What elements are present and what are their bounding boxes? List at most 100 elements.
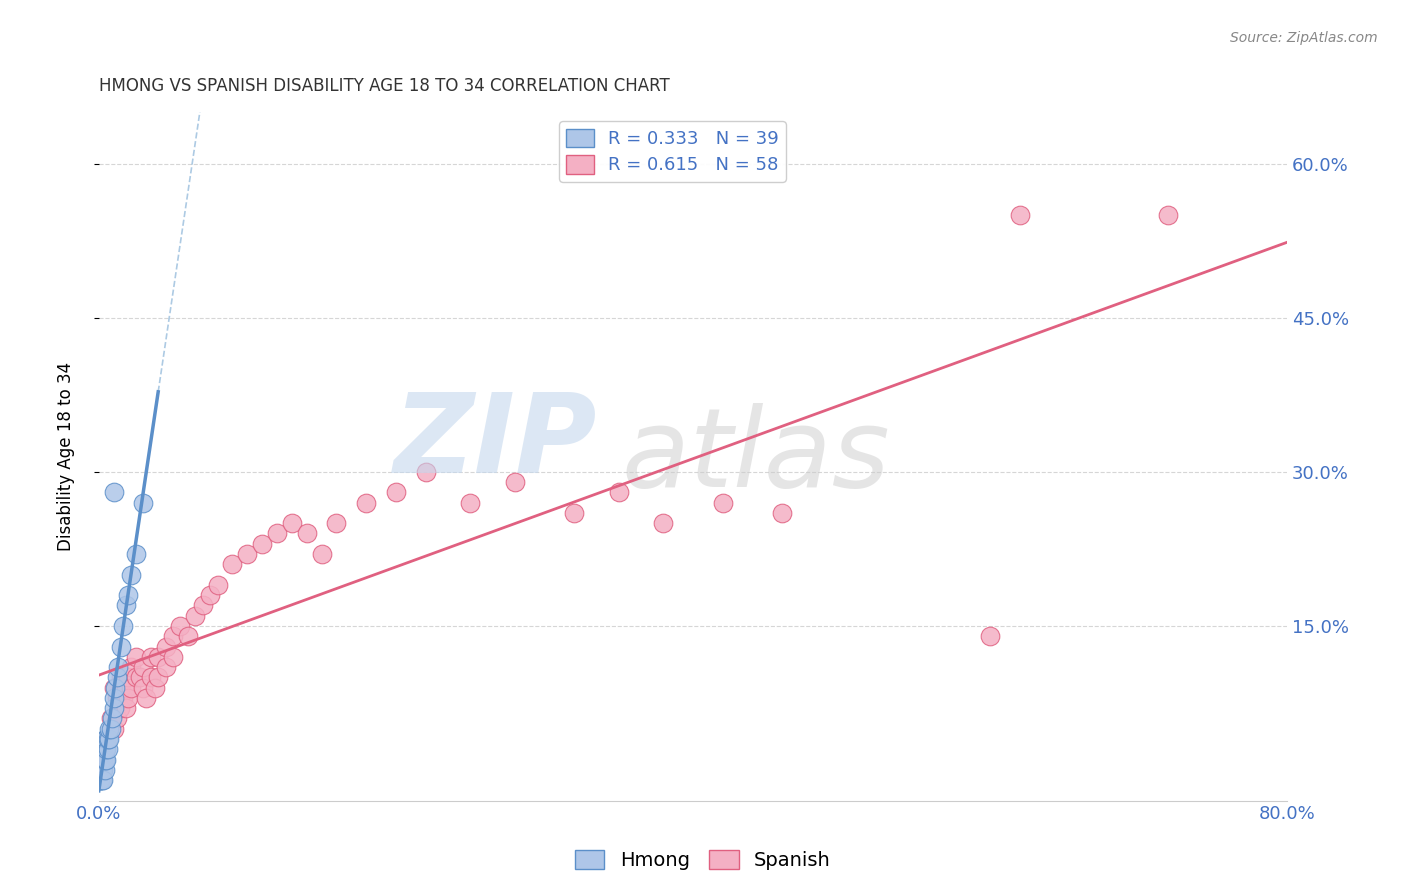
Point [117,690,139,705]
Point [221,558,243,572]
Point [110,640,132,654]
Point [770,506,793,520]
Point [89,773,111,788]
Point [155,640,177,654]
Point [91,752,114,766]
Point [652,516,675,531]
Point [198,588,221,602]
Point [97,742,120,756]
Point [184,608,207,623]
Point [98,731,121,746]
Point [132,660,155,674]
Point [90,752,112,766]
Point [121,660,143,674]
Text: ZIP: ZIP [394,389,598,496]
Point [96,752,118,766]
Point [125,547,148,561]
Point [281,516,304,531]
Point [135,690,157,705]
Point [121,681,143,695]
Point [93,742,115,756]
Point [607,485,630,500]
Point [162,629,184,643]
Point [155,660,177,674]
Point [93,752,115,766]
Point [101,711,124,725]
Point [107,660,129,674]
Legend: Hmong, Spanish: Hmong, Spanish [568,842,838,878]
Point [90,763,112,777]
Point [562,506,585,520]
Point [93,731,115,746]
Point [90,763,112,777]
Point [132,681,155,695]
Point [91,742,114,756]
Point [90,773,112,788]
Point [139,670,162,684]
Point [266,526,288,541]
Point [177,629,200,643]
Point [96,731,118,746]
Point [105,711,128,725]
Point [110,670,132,684]
Point [979,629,1001,643]
Point [117,670,139,684]
Point [93,763,115,777]
Point [89,773,111,788]
Point [169,619,191,633]
Point [121,567,143,582]
Point [103,485,125,500]
Point [1157,208,1180,222]
Point [148,649,170,664]
Point [103,722,125,736]
Point [295,526,318,541]
Point [100,722,122,736]
Point [132,496,155,510]
Point [250,537,273,551]
Text: Source: ZipAtlas.com: Source: ZipAtlas.com [1230,31,1378,45]
Point [1008,208,1031,222]
Point [162,649,184,664]
Point [236,547,259,561]
Point [104,681,127,695]
Point [97,731,120,746]
Point [458,496,481,510]
Point [354,496,377,510]
Point [105,670,128,684]
Point [103,690,125,705]
Point [125,649,148,664]
Point [91,773,114,788]
Point [91,763,114,777]
Point [191,599,214,613]
Point [129,670,152,684]
Legend: R = 0.333   N = 39, R = 0.615   N = 58: R = 0.333 N = 39, R = 0.615 N = 58 [560,121,786,182]
Point [96,742,118,756]
Point [90,763,112,777]
Text: HMONG VS SPANISH DISABILITY AGE 18 TO 34 CORRELATION CHART: HMONG VS SPANISH DISABILITY AGE 18 TO 34… [98,78,669,95]
Point [385,485,408,500]
Point [110,681,132,695]
Point [125,670,148,684]
Point [114,701,136,715]
Point [503,475,526,490]
Point [114,599,136,613]
Point [103,681,125,695]
Y-axis label: Disability Age 18 to 34: Disability Age 18 to 34 [58,362,75,551]
Point [148,670,170,684]
Point [98,722,121,736]
Point [415,465,437,479]
Text: atlas: atlas [621,403,890,510]
Point [103,701,125,715]
Point [711,496,734,510]
Point [105,690,128,705]
Point [108,701,131,715]
Point [89,773,111,788]
Point [100,711,122,725]
Point [111,619,134,633]
Point [111,690,134,705]
Point [91,752,114,766]
Point [114,681,136,695]
Point [207,578,229,592]
Point [325,516,347,531]
Point [311,547,333,561]
